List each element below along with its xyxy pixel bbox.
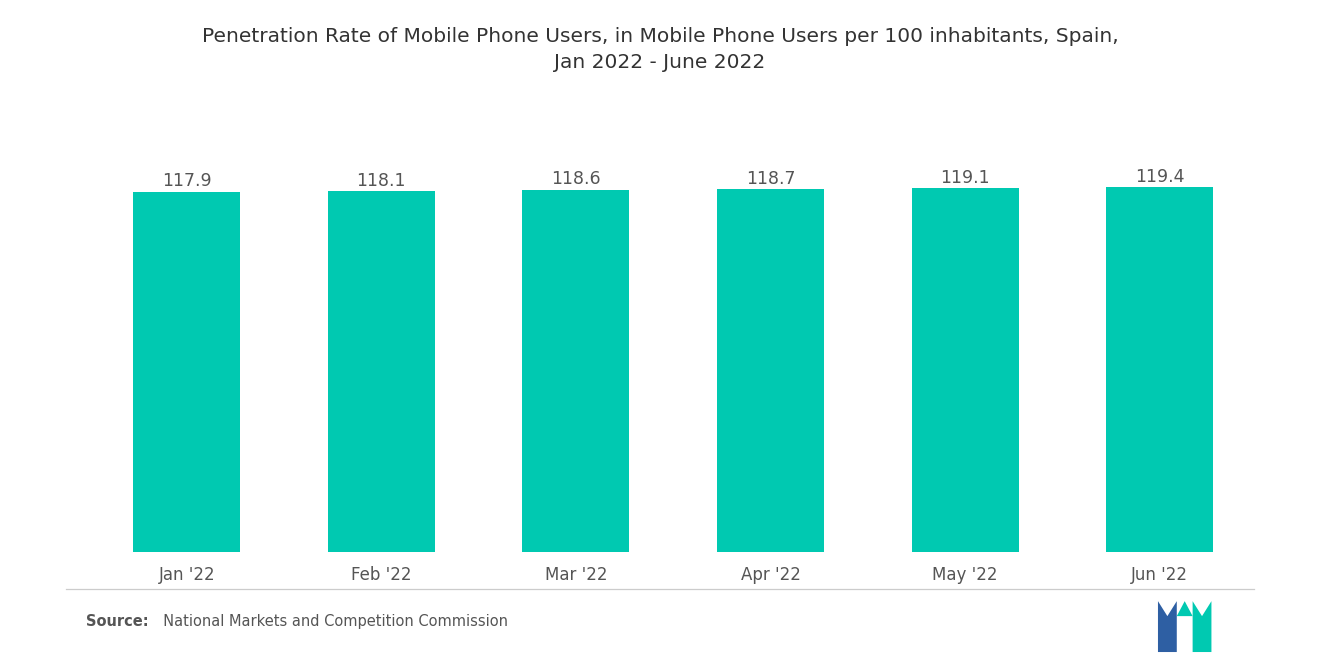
Text: 118.6: 118.6 (550, 170, 601, 188)
Bar (523, 190, 630, 552)
Text: 118.7: 118.7 (746, 170, 795, 188)
Text: 118.1: 118.1 (356, 172, 407, 190)
Text: National Markets and Competition Commission: National Markets and Competition Commiss… (154, 614, 508, 629)
Text: 117.9: 117.9 (162, 172, 211, 190)
Text: 119.4: 119.4 (1135, 168, 1184, 186)
Polygon shape (1177, 601, 1193, 616)
Polygon shape (1158, 601, 1177, 652)
Text: Penetration Rate of Mobile Phone Users, in Mobile Phone Users per 100 inhabitant: Penetration Rate of Mobile Phone Users, … (202, 27, 1118, 72)
Text: Source:: Source: (86, 614, 148, 629)
Bar (912, 188, 1019, 552)
Bar (1106, 188, 1213, 552)
Bar (717, 190, 824, 552)
Text: 119.1: 119.1 (940, 169, 990, 187)
Bar (327, 192, 434, 552)
Polygon shape (1193, 601, 1212, 652)
Bar (133, 192, 240, 552)
